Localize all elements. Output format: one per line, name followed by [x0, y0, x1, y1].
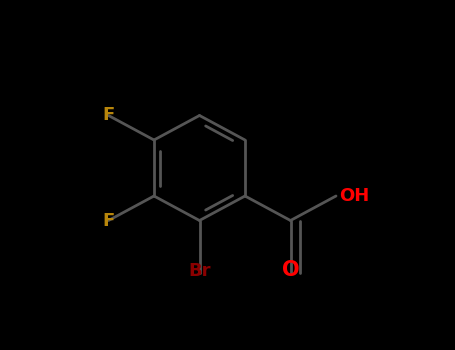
Text: O: O — [282, 259, 299, 280]
Text: F: F — [102, 211, 115, 230]
Text: Br: Br — [188, 262, 211, 280]
Text: F: F — [102, 106, 115, 125]
Text: OH: OH — [339, 187, 370, 205]
